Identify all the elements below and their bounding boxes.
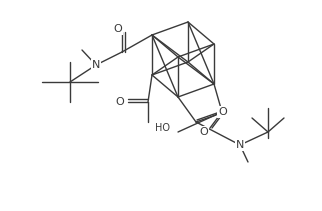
Text: O: O: [218, 107, 227, 117]
Text: N: N: [236, 140, 244, 150]
Text: N: N: [92, 60, 100, 70]
Text: O: O: [114, 24, 122, 34]
Text: O: O: [199, 127, 208, 137]
Text: O: O: [115, 97, 124, 107]
Text: HO: HO: [155, 123, 170, 133]
